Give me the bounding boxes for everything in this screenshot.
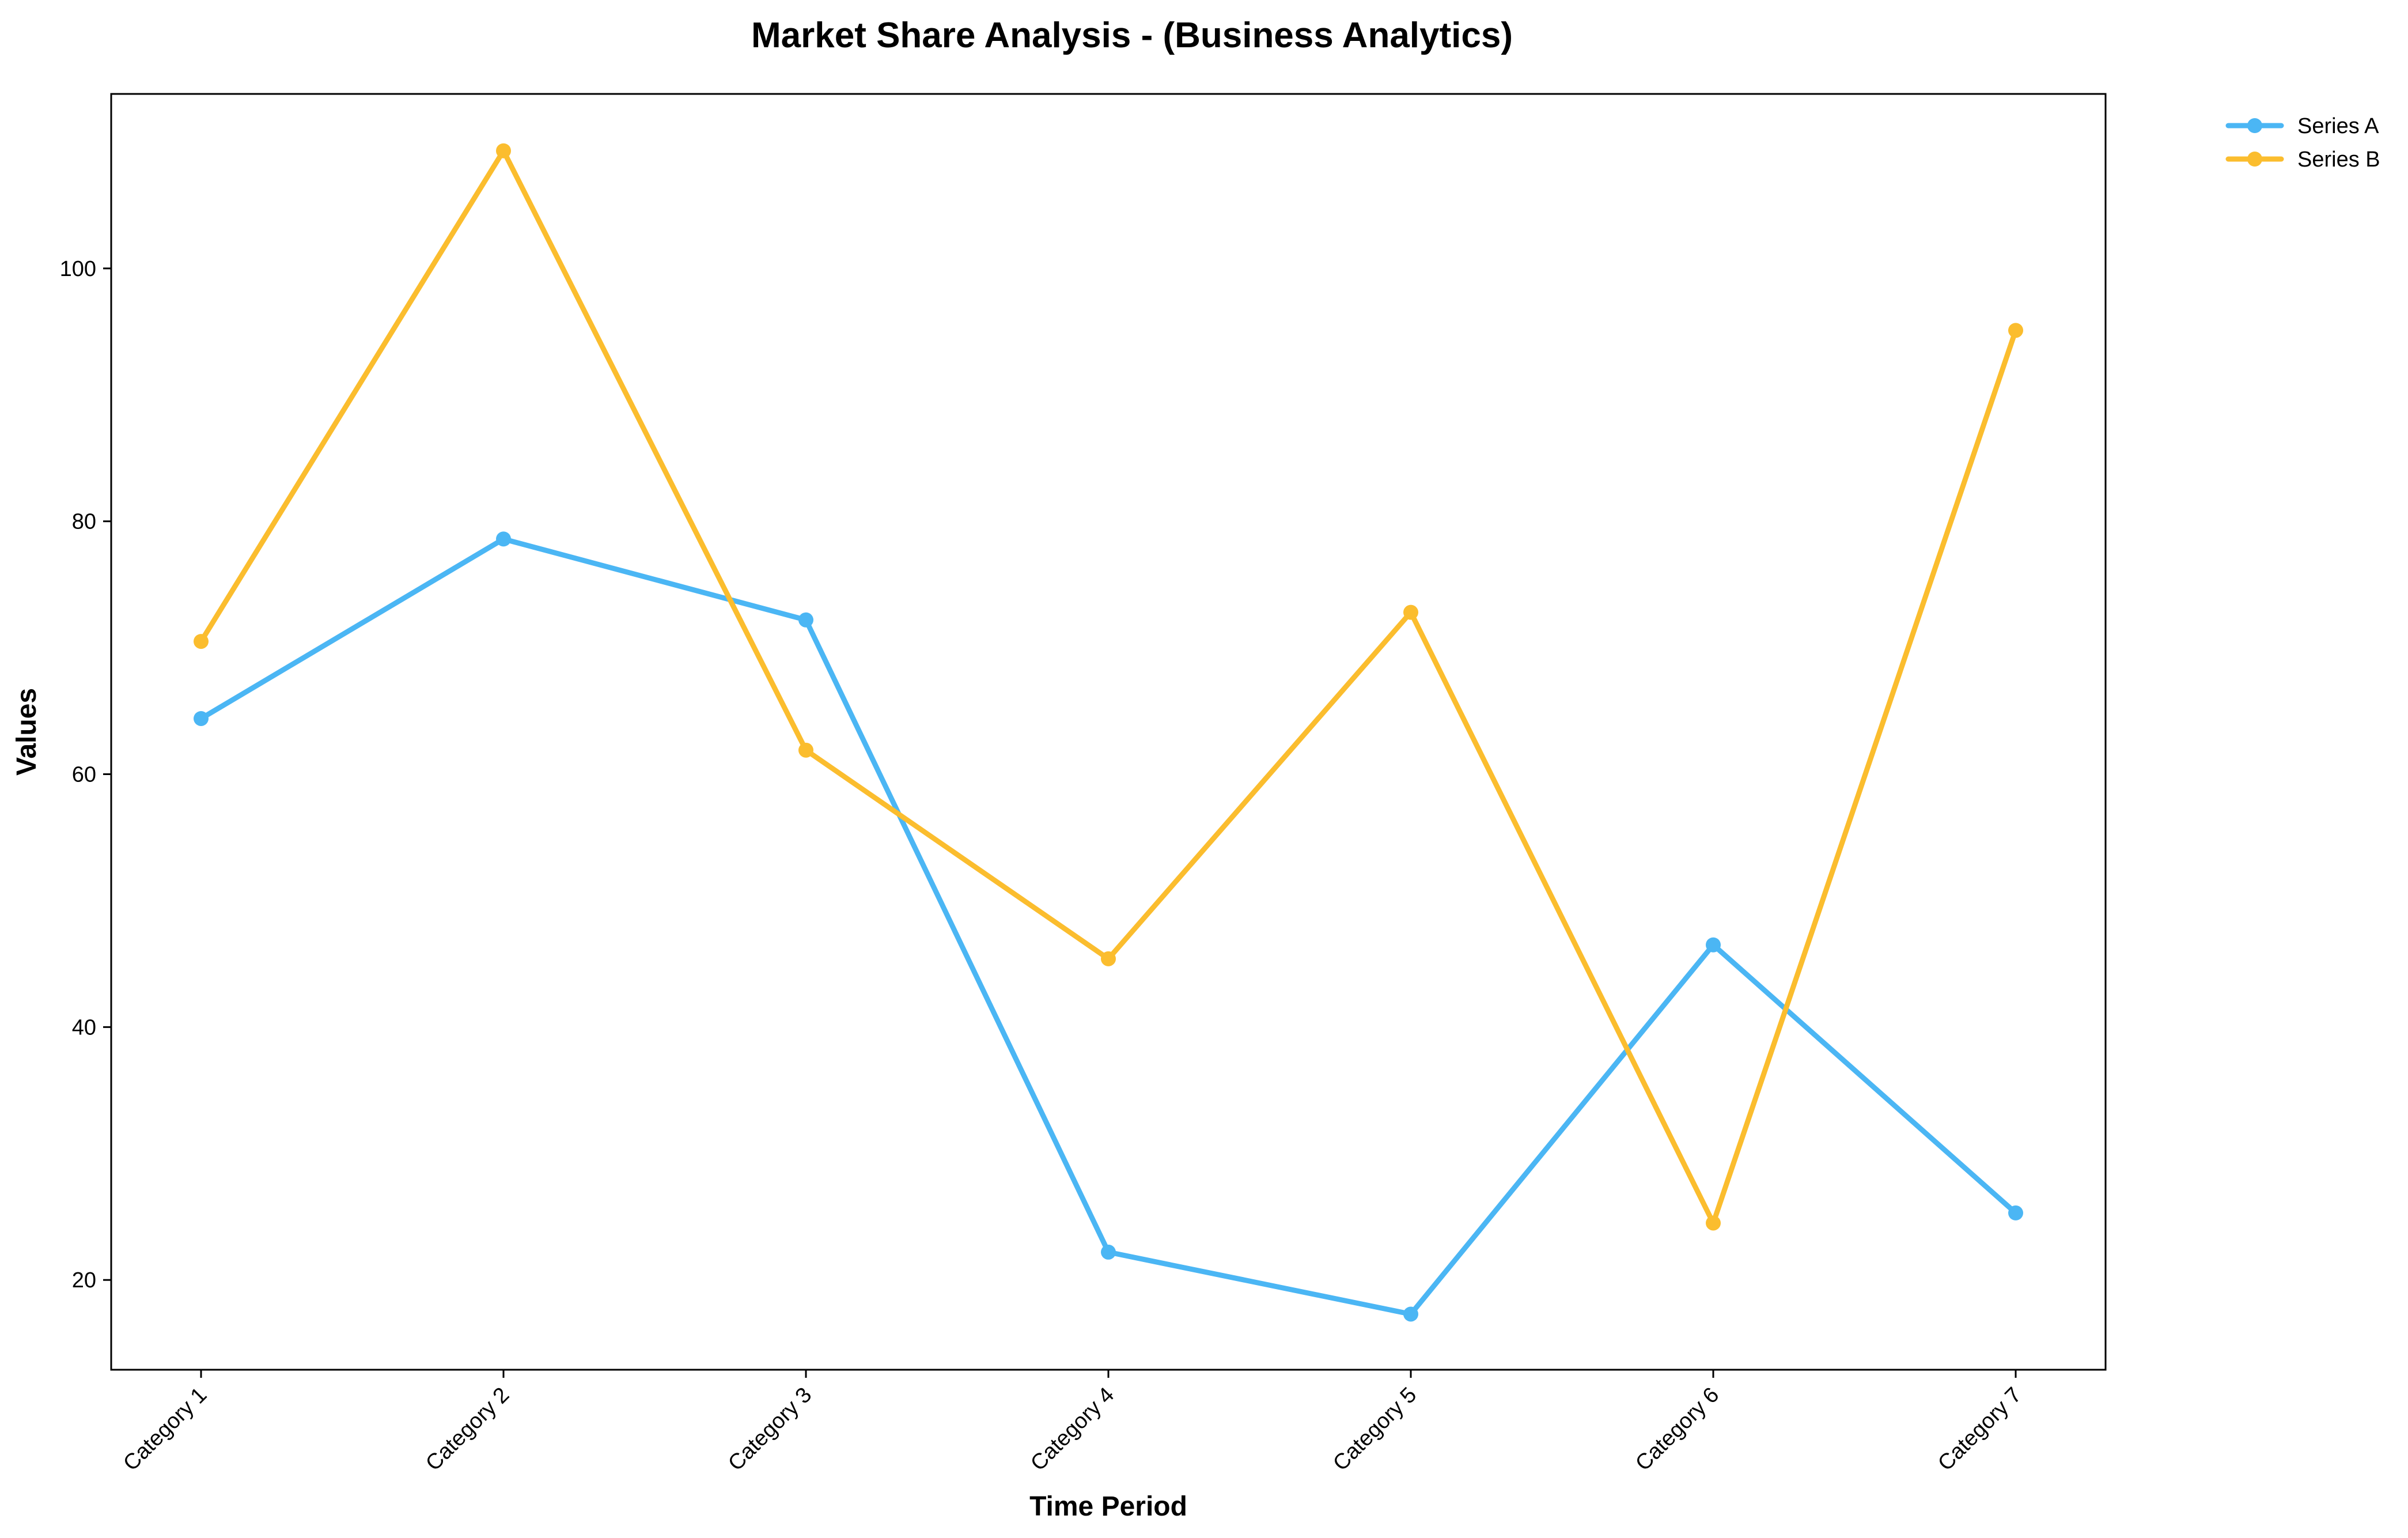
data-point — [496, 143, 511, 158]
legend-label: Series B — [2297, 148, 2380, 172]
chart-title: Market Share Analysis - (Business Analyt… — [751, 16, 1513, 55]
y-tick-label: 60 — [72, 763, 96, 787]
data-point — [1403, 1306, 1418, 1322]
data-point — [496, 531, 511, 547]
data-point — [194, 634, 209, 649]
x-axis-label: Time Period — [1029, 1491, 1187, 1522]
data-point — [1706, 1215, 1721, 1231]
legend: Series A Series B — [2225, 114, 2380, 172]
data-point — [2008, 1205, 2023, 1220]
y-tick-label: 40 — [72, 1015, 96, 1040]
data-point — [1101, 951, 1116, 966]
data-point — [798, 742, 813, 758]
y-axis-label: Values — [12, 688, 42, 776]
legend-swatch-marker — [2247, 152, 2262, 167]
series-group — [194, 143, 2023, 1231]
plot-area — [194, 143, 2023, 1322]
data-point — [798, 612, 813, 628]
y-tick-label: 100 — [60, 257, 96, 281]
data-point — [194, 711, 209, 726]
legend-item: Series B — [2225, 148, 2380, 172]
y-tick-label: 20 — [72, 1268, 96, 1293]
y-tick-label: 80 — [72, 510, 96, 534]
data-point — [1101, 1244, 1116, 1260]
data-point — [1706, 937, 1721, 953]
legend-label: Series A — [2297, 114, 2379, 138]
y-axis: 20 40 60 80 100 — [60, 257, 111, 1293]
data-point — [1403, 604, 1418, 620]
legend-swatch-marker — [2247, 118, 2262, 133]
legend-item: Series A — [2225, 114, 2379, 138]
series-group — [194, 531, 2023, 1322]
data-point — [2008, 323, 2023, 338]
